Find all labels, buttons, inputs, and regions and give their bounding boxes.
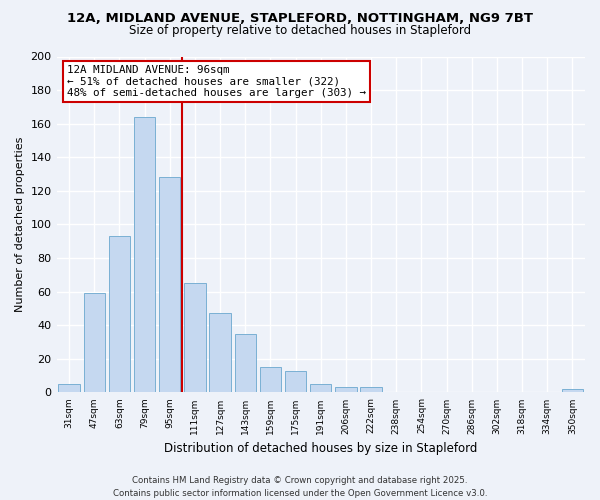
Bar bbox=[134, 117, 155, 392]
Text: Contains HM Land Registry data © Crown copyright and database right 2025.
Contai: Contains HM Land Registry data © Crown c… bbox=[113, 476, 487, 498]
Bar bbox=[209, 314, 231, 392]
Bar bbox=[58, 384, 80, 392]
Text: 12A MIDLAND AVENUE: 96sqm
← 51% of detached houses are smaller (322)
48% of semi: 12A MIDLAND AVENUE: 96sqm ← 51% of detac… bbox=[67, 65, 366, 98]
Bar bbox=[159, 178, 181, 392]
Bar bbox=[260, 367, 281, 392]
Bar bbox=[361, 388, 382, 392]
Bar bbox=[83, 294, 105, 392]
Bar bbox=[184, 284, 206, 393]
Bar bbox=[562, 389, 583, 392]
Bar bbox=[109, 236, 130, 392]
Bar bbox=[285, 370, 307, 392]
Text: 12A, MIDLAND AVENUE, STAPLEFORD, NOTTINGHAM, NG9 7BT: 12A, MIDLAND AVENUE, STAPLEFORD, NOTTING… bbox=[67, 12, 533, 26]
Bar bbox=[235, 334, 256, 392]
Text: Size of property relative to detached houses in Stapleford: Size of property relative to detached ho… bbox=[129, 24, 471, 37]
Bar bbox=[310, 384, 331, 392]
X-axis label: Distribution of detached houses by size in Stapleford: Distribution of detached houses by size … bbox=[164, 442, 478, 455]
Bar bbox=[335, 388, 356, 392]
Y-axis label: Number of detached properties: Number of detached properties bbox=[15, 137, 25, 312]
